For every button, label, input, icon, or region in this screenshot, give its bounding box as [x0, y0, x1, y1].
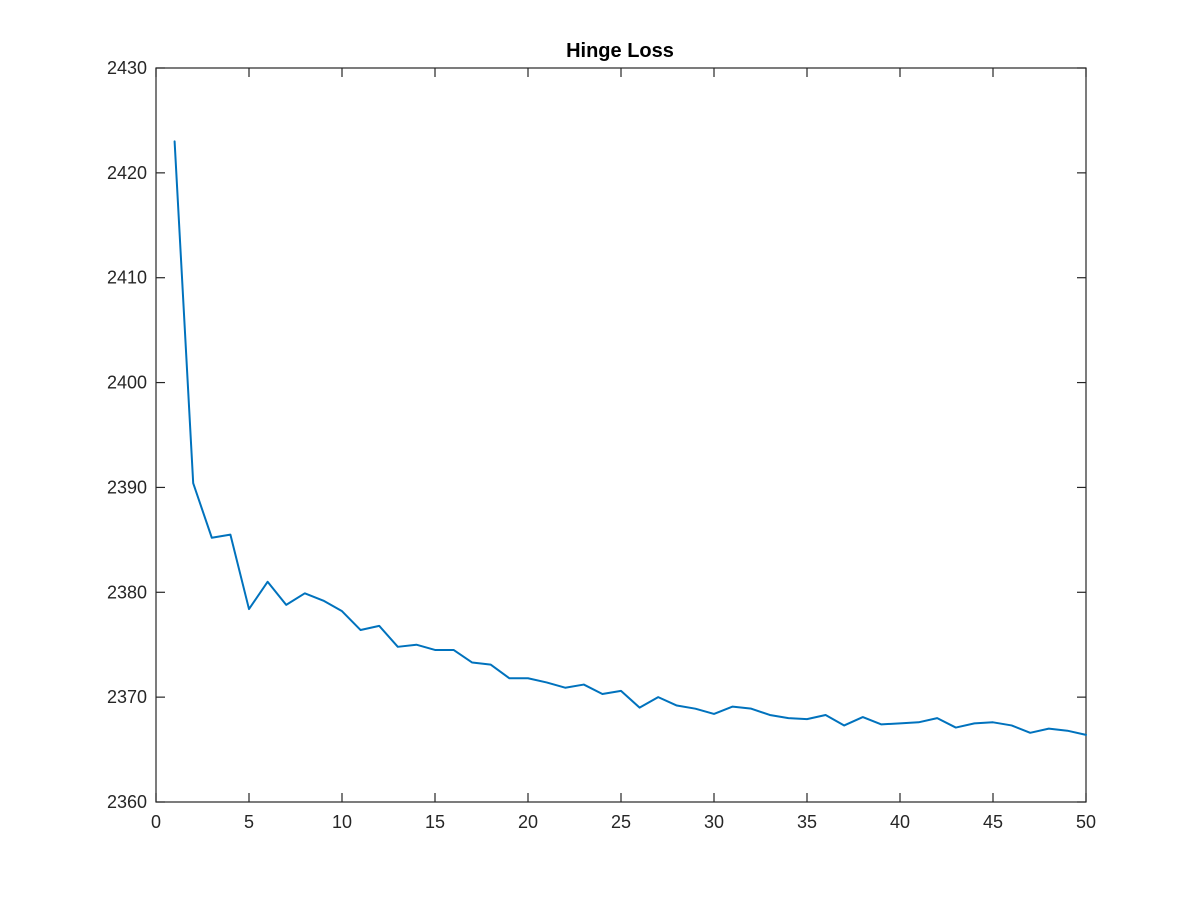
data-point — [508, 677, 510, 679]
data-point — [229, 534, 231, 536]
y-tick-label: 2390 — [107, 477, 147, 497]
data-point — [490, 664, 492, 666]
data-point — [732, 706, 734, 708]
data-point — [378, 625, 380, 627]
data-point — [192, 482, 194, 484]
y-tick-label: 2400 — [107, 373, 147, 393]
series-group — [173, 140, 1087, 736]
y-tick-label: 2420 — [107, 163, 147, 183]
data-point — [1048, 728, 1050, 730]
data-point — [657, 696, 659, 698]
data-point — [992, 721, 994, 723]
data-point — [806, 718, 808, 720]
y-tick-label: 2360 — [107, 792, 147, 812]
x-tick-label: 40 — [890, 812, 910, 832]
data-point — [694, 708, 696, 710]
x-tick-label: 5 — [244, 812, 254, 832]
data-point — [750, 708, 752, 710]
axis-ticks — [155, 67, 1087, 803]
y-tick-label: 2430 — [107, 58, 147, 78]
data-point — [899, 722, 901, 724]
y-tick-label: 2380 — [107, 582, 147, 602]
x-tick-label: 50 — [1076, 812, 1096, 832]
data-point — [267, 581, 269, 583]
x-tick-label: 25 — [611, 812, 631, 832]
data-point — [434, 649, 436, 651]
series-line — [173, 140, 1087, 736]
data-point — [918, 721, 920, 723]
data-point — [620, 690, 622, 692]
data-point — [601, 693, 603, 695]
data-point — [527, 677, 529, 679]
data-point — [843, 724, 845, 726]
data-point — [174, 140, 176, 142]
data-point — [1085, 734, 1087, 736]
data-point — [341, 610, 343, 612]
data-point — [546, 681, 548, 683]
x-tick-label: 20 — [518, 812, 538, 832]
data-point — [248, 608, 250, 610]
x-tick-label: 45 — [983, 812, 1003, 832]
data-point — [1066, 730, 1068, 732]
data-point — [360, 629, 362, 631]
y-tick-label: 2410 — [107, 268, 147, 288]
data-point — [583, 684, 585, 686]
data-point — [639, 707, 641, 709]
data-point — [825, 714, 827, 716]
data-point — [322, 600, 324, 602]
data-point — [285, 604, 287, 606]
data-point — [862, 716, 864, 718]
data-point — [973, 722, 975, 724]
data-point — [1029, 732, 1031, 734]
data-point — [211, 537, 213, 539]
data-point — [304, 592, 306, 594]
data-point — [564, 687, 566, 689]
data-point — [453, 649, 455, 651]
data-point — [713, 713, 715, 715]
data-point — [880, 723, 882, 725]
data-point — [471, 662, 473, 664]
data-point — [787, 717, 789, 719]
data-point — [1011, 724, 1013, 726]
data-point — [676, 705, 678, 707]
data-point — [397, 646, 399, 648]
x-tick-label: 35 — [797, 812, 817, 832]
x-tick-label: 15 — [425, 812, 445, 832]
data-point — [415, 644, 417, 646]
chart-title: Hinge Loss — [566, 40, 674, 62]
data-point — [936, 717, 938, 719]
data-point — [955, 727, 957, 729]
x-tick-label: 10 — [332, 812, 352, 832]
axis-tick-labels: 0 5 10 15 20 25 30 35 40 45 50 2360 2370 2380 2390 2400… — [107, 58, 1096, 832]
y-tick-label: 2370 — [107, 687, 147, 707]
x-tick-label: 0 — [151, 812, 161, 832]
data-point — [769, 714, 771, 716]
x-tick-label: 30 — [704, 812, 724, 832]
